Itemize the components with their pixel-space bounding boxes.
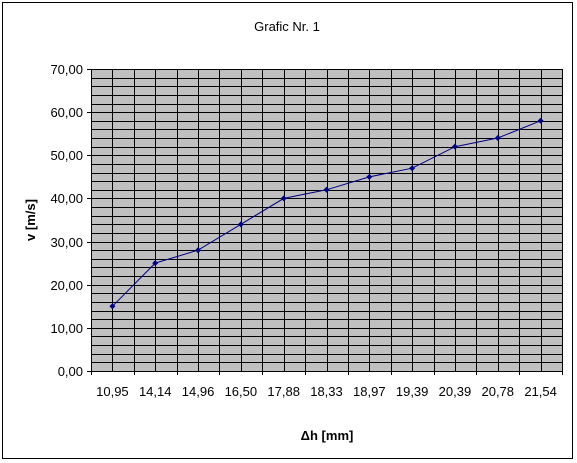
y-tick-label: 50,00 <box>50 148 83 163</box>
x-tick-label: 14,96 <box>182 384 215 399</box>
data-point <box>152 260 159 267</box>
y-tick-label: 40,00 <box>50 191 83 206</box>
y-tick-label: 10,00 <box>50 321 83 336</box>
data-point <box>494 135 501 142</box>
chart-title: Grafic Nr. 1 <box>254 19 320 34</box>
x-axis-ticks: 10,95 14,14 14,96 16,50 17,88 18,33 18,97 19,39… <box>91 371 563 399</box>
x-tick-label: 20,78 <box>481 384 514 399</box>
x-tick-label: 18,97 <box>353 384 386 399</box>
plot-area <box>91 69 562 371</box>
y-axis-title: v [m/s] <box>23 199 38 241</box>
data-point <box>109 303 116 310</box>
x-tick-label: 21,54 <box>524 384 557 399</box>
series-group <box>109 117 544 310</box>
data-point <box>366 173 373 180</box>
y-tick-label: 70,00 <box>50 62 83 77</box>
x-tick-label: 19,39 <box>396 384 429 399</box>
x-tick-label: 14,14 <box>139 384 172 399</box>
x-tick-label: 20,39 <box>439 384 472 399</box>
x-axis-title: Δh [mm] <box>301 428 354 443</box>
y-tick-label: 60,00 <box>50 105 83 120</box>
plot-border-rect <box>91 69 563 372</box>
data-point <box>195 247 202 254</box>
y-tick-label: 20,00 <box>50 278 83 293</box>
data-point <box>280 195 287 202</box>
data-point <box>323 186 330 193</box>
gridlines <box>91 69 562 371</box>
y-tick-label: 30,00 <box>50 235 83 250</box>
y-tick-label: 0,00 <box>58 364 83 379</box>
x-tick-label: 18,33 <box>310 384 343 399</box>
plot-border <box>91 69 563 372</box>
data-point <box>537 117 544 124</box>
x-tick-label: 16,50 <box>225 384 258 399</box>
data-point <box>451 143 458 150</box>
data-point <box>409 165 416 172</box>
data-point <box>237 221 244 228</box>
y-axis-ticks: 0,00 10,00 20,00 30,00 40,00 50,00 60,00 70,00 <box>50 62 91 379</box>
x-tick-label: 10,95 <box>96 384 129 399</box>
x-tick-label: 17,88 <box>267 384 300 399</box>
